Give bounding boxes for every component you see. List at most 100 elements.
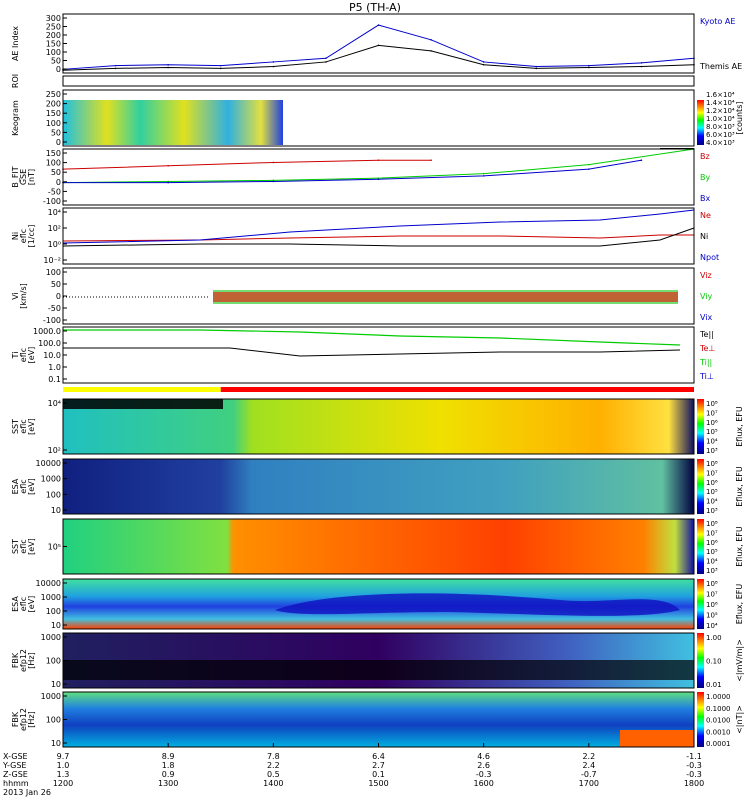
ytick-label-ae-5: 50 — [51, 57, 61, 66]
colorbar-esa-i — [697, 579, 704, 629]
ytick-label-esa_i-1: 1000 — [41, 593, 61, 602]
bfit-point-1-4 — [482, 172, 485, 175]
ne-trace — [62, 234, 694, 242]
ephemeris-value-4-3: 1600 — [473, 779, 493, 788]
colorbar-fbk-e — [697, 692, 704, 747]
time-bar-segment-0 — [63, 387, 221, 392]
panel-frame-keogram — [62, 89, 695, 147]
colorbar-label-esa_e: Eflux, EFU — [735, 466, 744, 507]
ytick-label-vi-3: -50 — [48, 304, 61, 313]
colorbar-label-fbk_b: <|mV/m|> — [735, 639, 744, 682]
ephemeris-value-6-2: -0.3 — [686, 770, 702, 779]
ephemeris-value-6-0: -1.1 — [686, 752, 702, 761]
ae-point-1-6 — [377, 44, 380, 47]
ylabel-esa_i-2: [eV] — [27, 596, 36, 613]
ytick-label-keogram-2: 150 — [46, 109, 61, 118]
ylabel-sst_e-2: [eV] — [27, 418, 36, 435]
colorbar-esa-e — [697, 459, 704, 514]
ephemeris-value-1-2: 0.9 — [162, 770, 175, 779]
plot-title: P5 (TH-A) — [349, 1, 401, 14]
ytick-label-ae-4: 100 — [46, 48, 61, 57]
ylabel-ni-1: eflc — [19, 229, 28, 243]
ephemeris-value-3-0: 6.4 — [372, 752, 385, 761]
ae-point-1-10 — [588, 66, 590, 69]
colorbar-tick-keogram-2: 1.2×10⁴ — [706, 107, 735, 115]
ephemeris-value-5-0: 2.2 — [582, 752, 595, 761]
ytick-label-esa_e-0: 10000 — [36, 459, 61, 468]
panel-frame-ni — [62, 207, 695, 265]
ae-point-0-5 — [325, 57, 327, 60]
bfit-point-2-1 — [167, 181, 169, 184]
panel-frame-sst_e — [62, 398, 695, 455]
ni-trace — [62, 227, 695, 247]
legend-ti-3: Ti⊥ — [699, 372, 714, 381]
ytick-label-esa_e-2: 100 — [46, 490, 61, 499]
bfit-point-2-2 — [272, 180, 275, 183]
ytick-label-vi-2: 0 — [56, 292, 61, 301]
bfit-point-0-2 — [272, 161, 275, 164]
ae-point-0-4 — [272, 61, 275, 63]
bfit-point-0-4 — [430, 159, 432, 161]
ephemeris-value-0-0: 9.7 — [57, 752, 70, 761]
ephemeris-value-4-0: 4.6 — [477, 752, 490, 761]
ylabel-bfit-0: B_FIT — [11, 166, 20, 187]
ephemeris-value-0-1: 1.0 — [57, 761, 70, 770]
ephemeris-label-0: X-GSE — [3, 752, 28, 761]
ylabel-ni-2: [1/cc] — [27, 225, 36, 248]
colorbar-tick-keogram-6: 4.0×10³ — [706, 139, 735, 147]
ephemeris-value-2-0: 7.8 — [267, 752, 280, 761]
ytick-label-esa_e-3: 10 — [51, 506, 61, 515]
ylabel-vi-1: [km/s] — [19, 283, 28, 309]
ae-series-1 — [62, 44, 695, 71]
ylabel-bfit-2: [nT] — [27, 169, 36, 185]
colorbar-tick-sst_e-0: 10⁸ — [706, 400, 718, 408]
ephemeris-value-3-3: 1500 — [368, 779, 388, 788]
legend-bfit-0: Bz — [700, 152, 710, 161]
colorbar-tick-sst_i-4: 10⁴ — [706, 558, 718, 566]
vi-noise-red — [213, 292, 678, 302]
ephemeris-value-2-1: 2.2 — [267, 761, 280, 770]
npot-trace — [62, 209, 695, 244]
ytick-label-ni-3: 10⁻² — [43, 256, 61, 265]
colorbar-tick-esa_i-2: 10⁶ — [706, 601, 718, 609]
colorbar-tick-keogram-1: 1.4×10⁴ — [706, 99, 735, 107]
colorbar-keogram — [697, 100, 704, 145]
ylabel-esa_i-0: ESA — [11, 596, 20, 612]
colorbar-tick-keogram-0: 1.6×10⁴ — [706, 91, 735, 99]
legend-bfit-2: Bx — [700, 194, 710, 203]
ephemeris-value-5-3: 1700 — [579, 779, 599, 788]
ytick-label-fbk_e-0: 1000 — [41, 692, 61, 701]
ytick-label-vi-4: -100 — [43, 316, 61, 325]
colorbar-tick-sst_e-2: 10⁶ — [706, 419, 718, 427]
ytick-label-ti-0: 1000.0 — [33, 327, 61, 336]
ytick-label-vi-0: 100 — [46, 268, 61, 277]
ylabel-sst_i-2: [eV] — [27, 538, 36, 555]
ae-point-1-2 — [167, 66, 169, 69]
ytick-label-sst_e-1: 10² — [48, 446, 61, 455]
ephemeris-value-4-2: -0.3 — [476, 770, 492, 779]
ti-parallel-trace — [63, 329, 681, 346]
ytick-label-esa_i-2: 100 — [46, 607, 61, 616]
bfit-series-2 — [63, 159, 642, 184]
colorbar-tick-esa_e-2: 10⁶ — [706, 479, 718, 487]
bfit-point-2-5 — [588, 168, 590, 170]
ytick-label-keogram-1: 200 — [46, 100, 61, 109]
bfit-series-0 — [62, 159, 432, 170]
colorbar-tick-esa_e-1: 10⁷ — [706, 469, 718, 477]
date-label: 2013 Jan 26 — [3, 788, 51, 797]
legend-vi-1: Viy — [700, 292, 713, 301]
ephemeris-value-1-0: 8.9 — [162, 752, 175, 761]
ae-point-0-2 — [167, 63, 169, 66]
ytick-label-ti-4: 0.1 — [48, 375, 61, 384]
line-series-layer — [62, 24, 695, 184]
ylabel-bfit-1: GSE — [19, 169, 28, 185]
panel-frame-esa_i — [62, 578, 695, 630]
bfit-point-2-6 — [640, 159, 643, 161]
colorbar-tick-sst_i-1: 10⁷ — [706, 529, 718, 537]
colorbar-tick-esa_i-4: 10⁴ — [706, 622, 718, 630]
ae-point-1-1 — [114, 67, 117, 70]
ytick-label-bfit-0: 150 — [46, 149, 61, 158]
ae-point-0-1 — [114, 64, 117, 67]
ytick-label-keogram-4: 50 — [51, 128, 61, 137]
